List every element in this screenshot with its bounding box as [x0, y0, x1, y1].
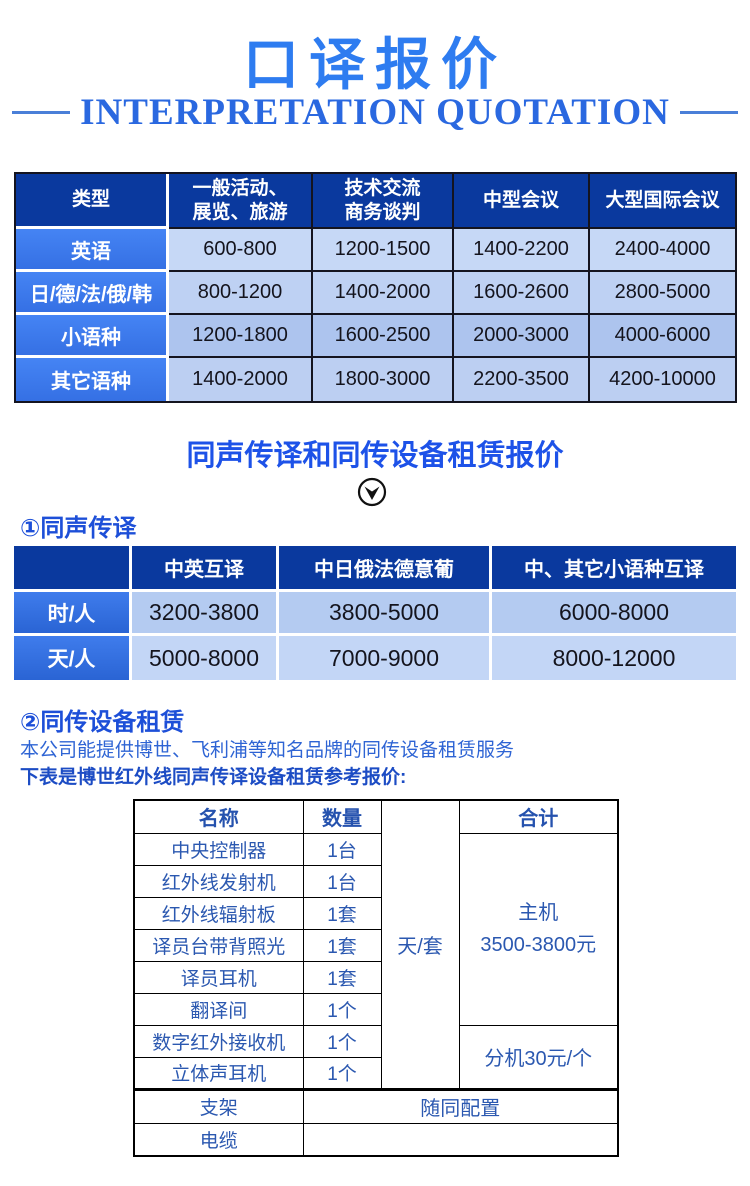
price-cell: 1600-2600	[454, 272, 590, 315]
price-cell: 2800-5000	[590, 272, 735, 315]
price-cell: 4000-6000	[590, 315, 735, 358]
price-cell: 600-800	[169, 229, 313, 272]
name-cell: 红外线辐射板	[133, 896, 304, 930]
header-cell-medium-meeting: 中型会议	[454, 174, 590, 229]
qty-cell: 1台	[302, 832, 382, 866]
name-cell: 电缆	[133, 1122, 304, 1157]
price-cell: 3200-3800	[132, 592, 279, 636]
page-title: 口译报价	[243, 33, 507, 96]
price-cell: 1400-2000	[169, 358, 313, 401]
price-cell: 2200-3500	[454, 358, 590, 401]
equipment-table-caption: 下表是博世红外线同声传译设备租赁参考报价:	[20, 767, 407, 788]
price-cell: 1200-1800	[169, 315, 313, 358]
interpretation-quotation-table: 类型 一般活动、 展览、旅游 技术交流 商务谈判 中型会议 大型国际会议 英语 …	[14, 172, 737, 403]
name-cell: 支架	[133, 1087, 304, 1124]
name-cell: 红外线发射机	[133, 864, 304, 898]
subtitle-row: INTERPRETATION QUOTATION	[0, 90, 750, 134]
price-cell: 2400-4000	[590, 229, 735, 272]
equipment-intro-text: 本公司能提供博世、飞利浦等知名品牌的同传设备租赁服务	[20, 740, 515, 761]
circle-down-arrow-icon	[357, 477, 387, 507]
name-cell: 译员台带背照光	[133, 928, 304, 962]
subtitle-right-line	[679, 110, 738, 114]
price-cell: 1200-1500	[313, 229, 454, 272]
price-cell: 1400-2000	[313, 272, 454, 315]
row-header-jp-de-fr-ru-kr: 日/德/法/俄/韩	[16, 272, 169, 315]
header-cell-cn-jp-ru: 中日俄法德意葡	[279, 546, 492, 592]
price-cell: 800-1200	[169, 272, 313, 315]
header-cell-cn-en: 中英互译	[132, 546, 279, 592]
price-cell: 5000-8000	[132, 636, 279, 680]
name-cell: 中央控制器	[133, 832, 304, 866]
price-cell: 7000-9000	[279, 636, 492, 680]
qty-cell: 1个	[302, 1056, 382, 1090]
simultaneous-section-label: ①同声传译	[20, 515, 137, 542]
price-cell: 1800-3000	[313, 358, 454, 401]
bracket-value-cell: 随同配置	[302, 1087, 619, 1124]
qty-cell: 1个	[302, 1024, 382, 1058]
extension-total-cell: 分机30元/个	[458, 1024, 619, 1090]
section-heading: 同声传译和同传设备租赁报价	[186, 440, 564, 472]
row-header-minor-languages: 小语种	[16, 315, 169, 358]
row-header-per-hour: 时/人	[14, 592, 132, 636]
table-row: 中央控制器 1台 主机 3500-3800元	[133, 832, 619, 1026]
table-row: 红外线发射机 1台	[133, 864, 618, 898]
price-cell: 1400-2200	[454, 229, 590, 272]
bracket-row: 支架 随同配置	[133, 1087, 619, 1124]
row-header-per-day: 天/人	[14, 636, 132, 680]
row-header-english: 英语	[16, 229, 169, 272]
price-cell: 6000-8000	[492, 592, 736, 636]
host-total-cell: 主机 3500-3800元	[458, 832, 619, 1026]
name-header-cell: 名称	[133, 799, 304, 834]
qty-cell: 1套	[302, 960, 382, 994]
name-cell: 数字红外接收机	[133, 1024, 304, 1058]
header-cell-general: 一般活动、 展览、旅游	[169, 174, 313, 229]
table-header-row: 名称 数量 天/套 合计	[133, 799, 619, 1090]
simultaneous-interpretation-table: 中英互译 中日俄法德意葡 中、其它小语种互译 时/人 3200-3800 380…	[14, 546, 736, 680]
header-cell-cn-minor: 中、其它小语种互译	[492, 546, 736, 592]
qty-cell: 1套	[302, 896, 382, 930]
header-cell-large-meeting: 大型国际会议	[590, 174, 735, 229]
header-cell-technical: 技术交流 商务谈判	[313, 174, 454, 229]
table-row: 红外线辐射板 1套	[133, 896, 618, 930]
price-cell: 1600-2500	[313, 315, 454, 358]
total-header-cell: 合计	[458, 799, 619, 834]
qty-cell: 1套	[302, 928, 382, 962]
name-cell: 译员耳机	[133, 960, 304, 994]
row-header-other-languages: 其它语种	[16, 358, 169, 401]
qty-cell: 1台	[302, 864, 382, 898]
price-cell: 2000-3000	[454, 315, 590, 358]
qty-cell: 1个	[302, 992, 382, 1026]
cable-value-cell	[302, 1122, 619, 1157]
page-subtitle: INTERPRETATION QUOTATION	[80, 91, 670, 133]
table-row: 译员耳机 1套	[133, 960, 618, 994]
table-row: 数字红外接收机 1个 分机30元/个	[133, 1024, 619, 1090]
price-cell: 8000-12000	[492, 636, 736, 680]
header-cell-type: 类型	[16, 174, 169, 229]
equipment-section-label: ②同传设备租赁	[20, 709, 185, 736]
unit-cell: 天/套	[380, 799, 460, 1090]
header-cell-empty	[14, 546, 132, 592]
qty-header-cell: 数量	[302, 799, 382, 834]
equipment-rental-table: 名称 数量 天/套 合计 中央控制器 1台 主机 3500-3800元 红外线发…	[133, 799, 619, 1157]
table-row: 翻译间 1个	[133, 992, 618, 1026]
name-cell: 翻译间	[133, 992, 304, 1026]
price-cell: 4200-10000	[590, 358, 735, 401]
price-cell: 3800-5000	[279, 592, 492, 636]
cable-row: 电缆	[133, 1122, 619, 1157]
subtitle-left-line	[12, 110, 71, 114]
name-cell: 立体声耳机	[133, 1056, 304, 1090]
